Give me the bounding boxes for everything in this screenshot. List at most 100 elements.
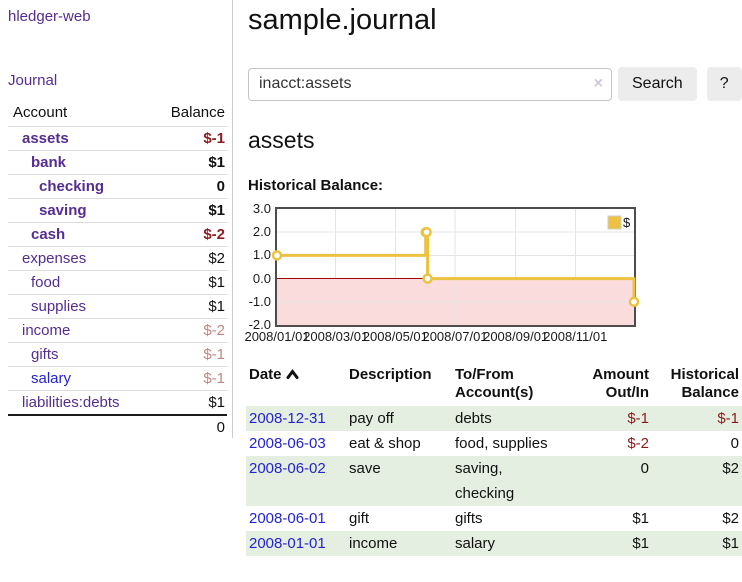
account-link[interactable]: expenses — [22, 250, 87, 267]
account-link[interactable]: food — [31, 274, 61, 291]
sort-ascending-icon — [286, 369, 299, 379]
column-header-balance-line2: Balance — [681, 384, 739, 401]
accounts-header-account: Account — [13, 104, 68, 121]
transaction-accounts: saving, checking — [455, 460, 515, 502]
search-button[interactable]: Search — [618, 67, 697, 101]
app-title: hledger-web — [8, 8, 232, 25]
account-row: assets $-1 — [8, 126, 227, 151]
account-balance: 0 — [150, 174, 227, 199]
column-header-balance-line1: Historical — [670, 366, 739, 383]
y-axis-tick-label: 3.0 — [252, 201, 271, 216]
account-row: supplies $1 — [8, 294, 227, 319]
y-axis-tick-label: 2.0 — [252, 224, 271, 240]
transaction-row: 2008-12-31 pay off debts $-1 $-1 — [246, 406, 742, 431]
column-header-accounts-line1: To/From — [455, 366, 514, 383]
x-axis-tick-label: 2008/07/01 — [422, 329, 488, 344]
account-row: gifts $-1 — [8, 342, 227, 367]
account-row: liabilities:debts $1 — [8, 390, 227, 415]
accounts-header-balance: Balance — [170, 104, 225, 121]
column-header-description: Description — [346, 366, 452, 406]
account-link[interactable]: checking — [39, 178, 105, 195]
account-link[interactable]: saving — [39, 202, 87, 219]
x-axis-tick-label: 2008/01/01 — [244, 329, 310, 344]
page-title: sample.journal — [248, 4, 437, 36]
transaction-description: eat & shop — [349, 435, 421, 452]
account-link[interactable]: cash — [31, 226, 66, 243]
account-row: income $-2 — [8, 318, 227, 343]
account-balance: $1 — [150, 390, 227, 415]
help-button[interactable]: ? — [706, 67, 742, 101]
accounts-header-row: Account Balance — [8, 102, 227, 127]
transaction-row: 2008-01-01 income salary $1 $1 — [246, 531, 742, 556]
main-content: sample.journal × Search ? assets Histori… — [244, 0, 742, 556]
search-box: × — [248, 67, 612, 101]
account-link[interactable]: salary — [31, 370, 72, 387]
y-axis-tick-label: -1.0 — [248, 293, 271, 309]
transaction-date-link[interactable]: 2008-06-03 — [249, 435, 326, 452]
transaction-row: 2008-06-01 gift gifts $1 $2 — [246, 506, 742, 531]
transaction-description: income — [349, 535, 398, 552]
transaction-amount: $-2 — [627, 435, 649, 452]
account-link[interactable]: bank — [31, 154, 67, 171]
search-form: × Search ? — [248, 67, 742, 101]
sidebar-item-journal[interactable]: Journal — [8, 72, 58, 89]
chart-canvas: $ — [271, 209, 640, 325]
transaction-amount: $-1 — [627, 410, 649, 427]
y-axis-tick-label: 1.0 — [252, 247, 271, 263]
chart-plot-area: $ — [271, 207, 640, 327]
transaction-row: 2008-06-03 eat & shop food, supplies $-2 0 — [246, 431, 742, 456]
account-row: saving $1 — [8, 198, 227, 223]
search-input[interactable] — [248, 67, 612, 101]
account-balance: $-1 — [150, 366, 227, 391]
transaction-balance: $2 — [722, 510, 739, 527]
transaction-amount: 0 — [640, 460, 649, 477]
transaction-balance: $1 — [722, 535, 739, 552]
historical-balance-chart: 3.0 2.0 1.0 0.0 -1.0 -2.0 $ 2008/01/01 2008/03… — [244, 202, 742, 345]
transaction-amount: $1 — [632, 510, 649, 527]
column-header-accounts: To/From Account(s) — [452, 366, 580, 406]
account-link[interactable]: income — [22, 322, 71, 339]
transactions-header-row: Date Description To/From Account(s) Amou… — [246, 366, 742, 406]
transactions-table: Date Description To/From Account(s) Amou… — [246, 366, 742, 556]
column-header-amount-line1: Amount — [592, 366, 649, 383]
column-header-amount-line2: Out/In — [605, 384, 649, 401]
account-balance: $-2 — [150, 318, 227, 343]
account-row: salary $-1 — [8, 366, 227, 391]
account-balance: $-1 — [150, 126, 227, 151]
accounts-total-value: 0 — [150, 414, 227, 439]
sidebar: hledger-web Journal Account Balance asse… — [0, 0, 233, 439]
transaction-date-link[interactable]: 2008-12-31 — [249, 410, 326, 427]
transaction-date-link[interactable]: 2008-01-01 — [249, 535, 326, 552]
x-axis-tick-label: 2008/11/01 — [543, 329, 608, 344]
column-header-date-label: Date — [249, 366, 282, 383]
x-axis-tick-label: 2008/03/01 — [303, 329, 369, 344]
account-row: expenses $2 — [8, 246, 227, 271]
column-header-description-label: Description — [349, 366, 432, 383]
transaction-balance: $2 — [722, 460, 739, 477]
transaction-accounts: food, supplies — [455, 435, 548, 452]
chart-title: Historical Balance: — [248, 177, 384, 194]
transaction-balance: 0 — [730, 435, 739, 452]
sidebar-nav: Journal — [8, 72, 232, 102]
transaction-description: pay off — [349, 410, 394, 427]
clear-search-icon[interactable]: × — [593, 75, 603, 92]
transaction-date-link[interactable]: 2008-06-02 — [249, 460, 326, 477]
accounts-total-spacer — [8, 414, 151, 439]
account-link[interactable]: gifts — [31, 346, 59, 363]
account-balance: $1 — [150, 294, 227, 319]
transaction-description: gift — [349, 510, 370, 527]
transaction-date-link[interactable]: 2008-06-01 — [249, 510, 326, 527]
app-title-link[interactable]: hledger-web — [8, 8, 91, 25]
column-header-amount: Amount Out/In — [580, 366, 652, 406]
account-link[interactable]: liabilities:debts — [22, 394, 120, 411]
transaction-accounts: gifts — [455, 510, 483, 527]
column-header-date[interactable]: Date — [246, 366, 346, 406]
transaction-accounts: debts — [455, 410, 492, 427]
account-link[interactable]: assets — [22, 130, 69, 147]
account-link[interactable]: supplies — [31, 298, 87, 315]
account-balance: $-1 — [150, 342, 227, 367]
accounts-total-row: 0 — [8, 414, 227, 439]
account-row: food $1 — [8, 270, 227, 295]
accounts-table: Account Balance assets $-1 bank $1 checking 0… — [8, 102, 227, 439]
